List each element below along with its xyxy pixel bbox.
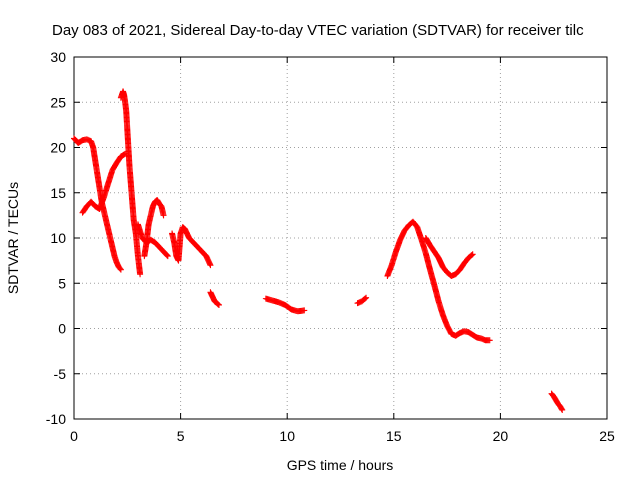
y-tick-label: 0 xyxy=(58,321,66,337)
y-tick-label: -5 xyxy=(54,366,67,382)
x-tick-label: 15 xyxy=(386,428,402,444)
data-point xyxy=(137,271,144,278)
data-point xyxy=(559,406,566,413)
data-point xyxy=(117,265,124,272)
series-track-j xyxy=(384,218,493,344)
series-track-g xyxy=(207,289,222,308)
series-track-a xyxy=(71,135,124,273)
data-point xyxy=(362,295,369,302)
series-track-b xyxy=(79,150,129,216)
data-point xyxy=(301,307,308,314)
y-tick-label: 30 xyxy=(50,49,66,65)
data-point xyxy=(468,252,475,259)
data-point xyxy=(164,253,171,260)
data-points xyxy=(71,88,566,413)
y-tick-label: 10 xyxy=(50,230,66,246)
x-tick-label: 0 xyxy=(70,428,78,444)
series-track-k xyxy=(422,235,476,280)
y-tick-label: 20 xyxy=(50,140,66,156)
grid-lines xyxy=(74,57,607,419)
data-point xyxy=(215,301,222,308)
series-track-e xyxy=(141,196,167,260)
x-tick-label: 5 xyxy=(177,428,185,444)
x-axis-label: GPS time / hours xyxy=(287,457,394,473)
data-point xyxy=(214,300,221,307)
x-tick-label: 25 xyxy=(599,428,615,444)
y-tick-label: 5 xyxy=(58,275,66,291)
data-point xyxy=(207,262,214,269)
axis-ticks: 0 5 10 15 20 25 -10 -5 0 5 10 15 20 25 30 xyxy=(46,49,615,444)
y-tick-label: 15 xyxy=(50,185,66,201)
data-point xyxy=(215,301,222,308)
chart-title: Day 083 of 2021, Sidereal Day-to-day VTE… xyxy=(52,22,584,39)
x-tick-label: 10 xyxy=(279,428,295,444)
series-track-l xyxy=(548,390,566,413)
data-point xyxy=(160,212,167,219)
x-tick-label: 20 xyxy=(493,428,509,444)
y-tick-label: 25 xyxy=(50,94,66,110)
y-axis-label: SDTVAR / TECUs xyxy=(5,182,21,294)
data-point xyxy=(469,251,476,258)
series-track-h xyxy=(262,295,308,315)
series-track-i xyxy=(354,294,370,307)
data-point xyxy=(363,294,370,301)
data-point xyxy=(117,266,124,273)
series-track-c xyxy=(117,88,144,278)
data-point xyxy=(486,337,493,344)
plot-frame xyxy=(73,56,608,420)
series-track-f xyxy=(169,224,214,269)
y-tick-label: -10 xyxy=(46,411,66,427)
data-point xyxy=(164,252,171,259)
